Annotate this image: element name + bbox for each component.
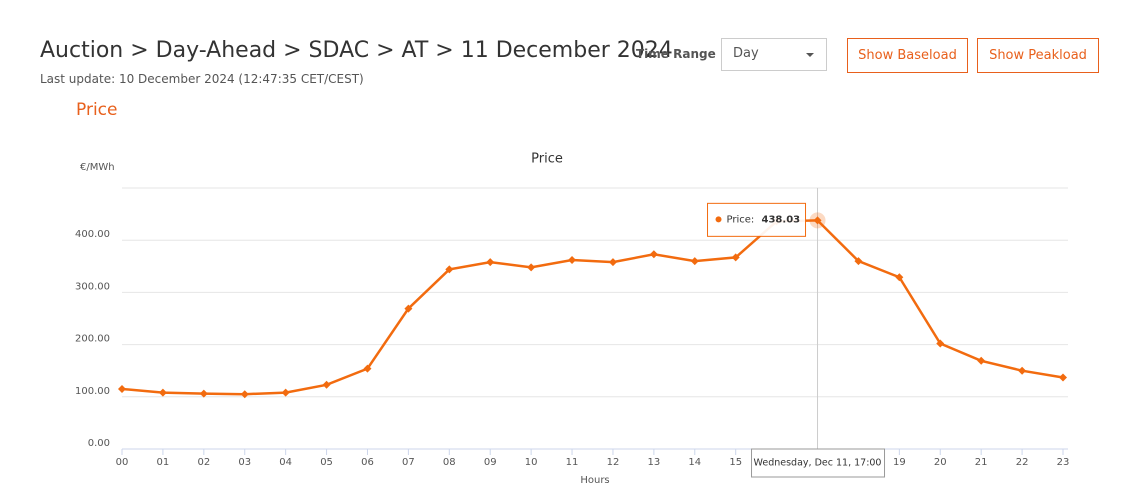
- x-tick-label: 23: [1057, 457, 1070, 468]
- y-tick-label: 400.00: [75, 229, 110, 240]
- data-point: [158, 388, 167, 397]
- time-range-select[interactable]: Day: [721, 38, 827, 71]
- breadcrumb: Auction > Day-Ahead > SDAC > AT > 11 Dec…: [40, 38, 673, 63]
- x-tick-label: 10: [525, 457, 538, 468]
- x-tick-label: 15: [729, 457, 742, 468]
- tooltip-box: [707, 202, 807, 237]
- data-point: [854, 257, 863, 266]
- x-tick-label: 00: [116, 457, 129, 468]
- y-tick-label: 200.00: [75, 334, 110, 345]
- tooltip-value: 438.03: [762, 214, 801, 225]
- data-point: [199, 389, 208, 398]
- y-tick-label: 300.00: [75, 281, 110, 292]
- x-tick-label: 21: [975, 457, 988, 468]
- x-tick-label: 22: [1016, 457, 1029, 468]
- peakload-button[interactable]: Show Peakload: [977, 38, 1099, 73]
- x-tick-label: 13: [648, 457, 661, 468]
- x-axis-label: Hours: [580, 475, 609, 486]
- series-line: [121, 219, 1064, 396]
- tooltip-label: Price:: [727, 214, 755, 225]
- data-point: [281, 388, 290, 397]
- data-point: [445, 265, 454, 274]
- y-axis-label: €/MWh: [80, 162, 115, 173]
- data-point: [813, 216, 822, 225]
- last-update: Last update: 10 December 2024 (12:47:35 …: [40, 72, 364, 86]
- data-point: [240, 390, 249, 399]
- x-tick-label: 20: [934, 457, 947, 468]
- x-tick-label: 14: [688, 457, 701, 468]
- x-tick-label: 11: [566, 457, 579, 468]
- y-tick-label: 0.00: [88, 438, 110, 449]
- data-point: [322, 380, 331, 389]
- data-point: [404, 304, 413, 313]
- data-point: [895, 273, 904, 282]
- x-tick-label: 09: [484, 457, 497, 468]
- chart-title: Price: [531, 152, 563, 167]
- hover-halo: [809, 212, 826, 229]
- data-point: [568, 256, 577, 265]
- x-tick-label: 02: [197, 457, 210, 468]
- data-point: [527, 263, 536, 272]
- data-point: [118, 384, 126, 393]
- x-tick-label: 03: [238, 457, 251, 468]
- data-point: [731, 253, 740, 262]
- x-tick-label: 12: [607, 457, 620, 468]
- x-tick-label: 01: [157, 457, 170, 468]
- data-point: [977, 356, 986, 365]
- data-point: [649, 250, 658, 259]
- tooltip: Price: 438.03: [707, 202, 807, 237]
- tooltip-marker: [715, 216, 722, 223]
- data-point: [1018, 366, 1027, 375]
- x-tick-label: 06: [361, 457, 374, 468]
- x-tick-label: 08: [443, 457, 456, 468]
- data-point: [363, 364, 372, 373]
- x-tick-label: 04: [279, 457, 292, 468]
- date-tooltip-label: Wednesday, Dec 11, 17:00: [754, 458, 882, 469]
- x-tick-label: 07: [402, 457, 415, 468]
- time-range-label: Time Range: [636, 47, 716, 61]
- section-title: Price: [76, 100, 118, 120]
- data-point: [690, 257, 699, 266]
- data-point: [1059, 373, 1067, 382]
- data-point: [486, 258, 495, 267]
- y-tick-label: 100.00: [75, 386, 110, 397]
- x-tick-label: 05: [320, 457, 333, 468]
- date-tooltip-box: [751, 448, 886, 478]
- data-point: [936, 339, 945, 348]
- x-tick-label: 19: [893, 457, 906, 468]
- date-tooltip: Wednesday, Dec 11, 17:00: [751, 448, 886, 478]
- baseload-button[interactable]: Show Baseload: [847, 38, 968, 73]
- data-point: [608, 258, 617, 267]
